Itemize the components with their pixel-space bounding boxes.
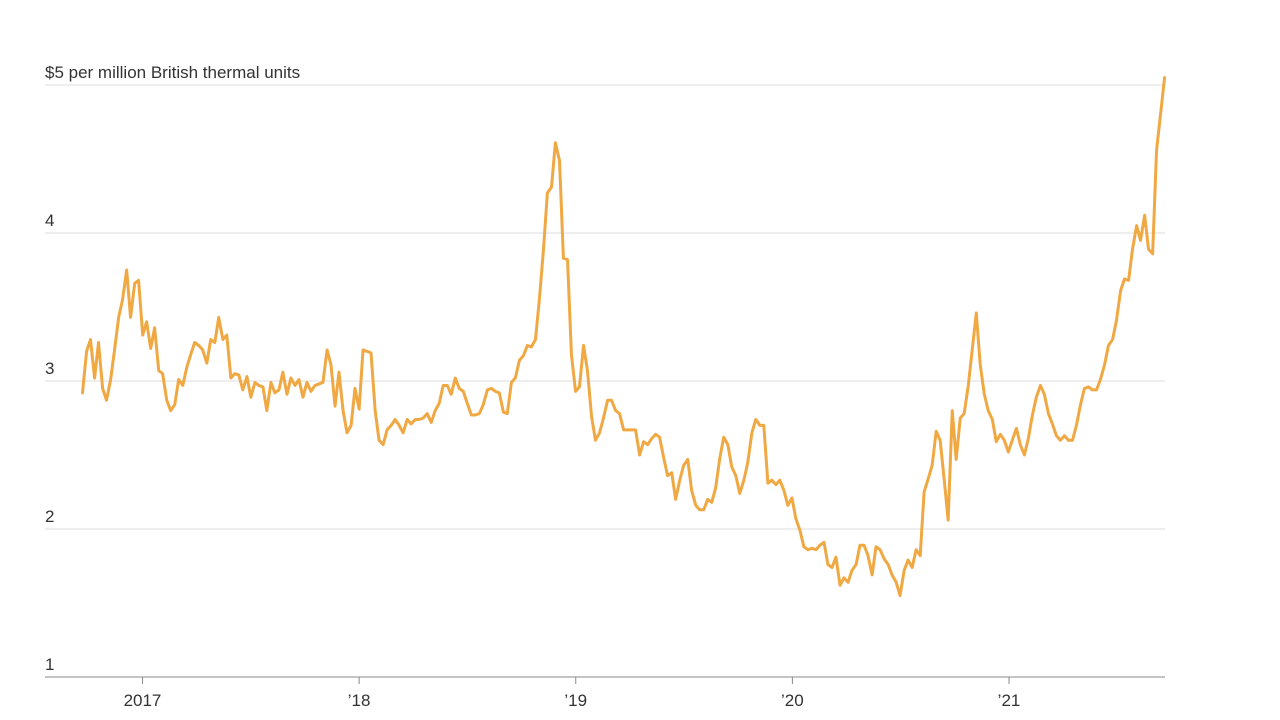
x-tick-label: ’20 xyxy=(781,691,804,710)
x-tick-label: 2017 xyxy=(124,691,162,710)
y-tick-label: 3 xyxy=(45,359,54,378)
y-tick-label: 2 xyxy=(45,507,54,526)
price-line xyxy=(80,76,1167,598)
y-tick-label: 4 xyxy=(45,211,54,230)
x-tick-label: ’18 xyxy=(348,691,371,710)
x-tick-label: ’21 xyxy=(998,691,1021,710)
y-tick-label: 1 xyxy=(45,655,54,674)
y-tick-label: $5 per million British thermal units xyxy=(45,63,300,82)
x-tick-label: ’19 xyxy=(564,691,587,710)
